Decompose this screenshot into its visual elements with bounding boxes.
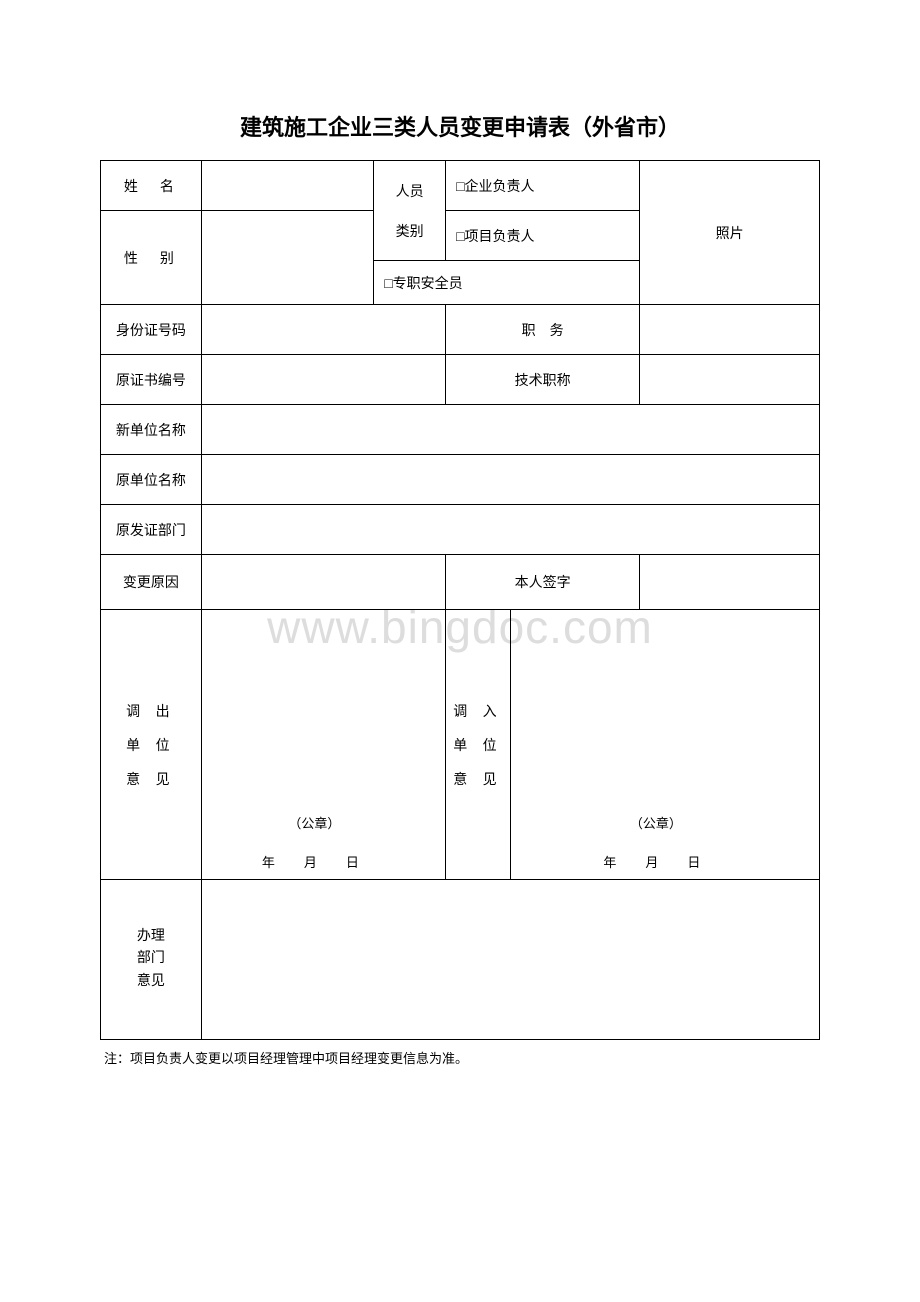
reason-label: 变更原因 — [101, 555, 202, 610]
type-project: □项目负责人 — [446, 211, 640, 261]
page-title: 建筑施工企业三类人员变更申请表（外省市） — [100, 110, 820, 142]
oldunit-label: 原单位名称 — [101, 455, 202, 505]
cert-label: 原证书编号 — [101, 355, 202, 405]
application-form-table: 姓 名 人员 类别 □企业负责人 照片 性 别 □项目负责人 □专职安全员 身份… — [100, 160, 820, 1040]
gender-value — [201, 211, 374, 305]
sign-label: 本人签字 — [446, 555, 640, 610]
document-content: 建筑施工企业三类人员变更申请表（外省市） 姓 名 人员 类别 □企业负责人 照片… — [100, 110, 820, 1067]
in-opinion-value: （公章） 年 月 日 — [510, 610, 819, 880]
name-value — [201, 161, 374, 211]
oldunit-value — [201, 455, 819, 505]
type-safety: □专职安全员 — [374, 261, 640, 305]
cert-value — [201, 355, 445, 405]
issuer-label: 原发证部门 — [101, 505, 202, 555]
name-label: 姓 名 — [101, 161, 202, 211]
techtitle-value — [640, 355, 820, 405]
out-opinion-label: 调 出 单 位 意 见 — [101, 610, 202, 880]
newunit-value — [201, 405, 819, 455]
dept-opinion-label: 办理 部门 意见 — [101, 880, 202, 1040]
duty-value — [640, 305, 820, 355]
id-value — [201, 305, 445, 355]
id-label: 身份证号码 — [101, 305, 202, 355]
dept-opinion-value — [201, 880, 819, 1040]
sign-value — [640, 555, 820, 610]
photo-cell: 照片 — [640, 161, 820, 305]
reason-value — [201, 555, 445, 610]
footer-note: 注：项目负责人变更以项目经理管理中项目经理变更信息为准。 — [100, 1048, 820, 1067]
out-opinion-value: （公章） 年 月 日 — [201, 610, 445, 880]
issuer-value — [201, 505, 819, 555]
gender-label: 性 别 — [101, 211, 202, 305]
type-enterprise: □企业负责人 — [446, 161, 640, 211]
duty-label: 职 务 — [446, 305, 640, 355]
person-type-label: 人员 类别 — [374, 161, 446, 261]
techtitle-label: 技术职称 — [446, 355, 640, 405]
in-opinion-label: 调 入 单 位 意 见 — [446, 610, 511, 880]
newunit-label: 新单位名称 — [101, 405, 202, 455]
